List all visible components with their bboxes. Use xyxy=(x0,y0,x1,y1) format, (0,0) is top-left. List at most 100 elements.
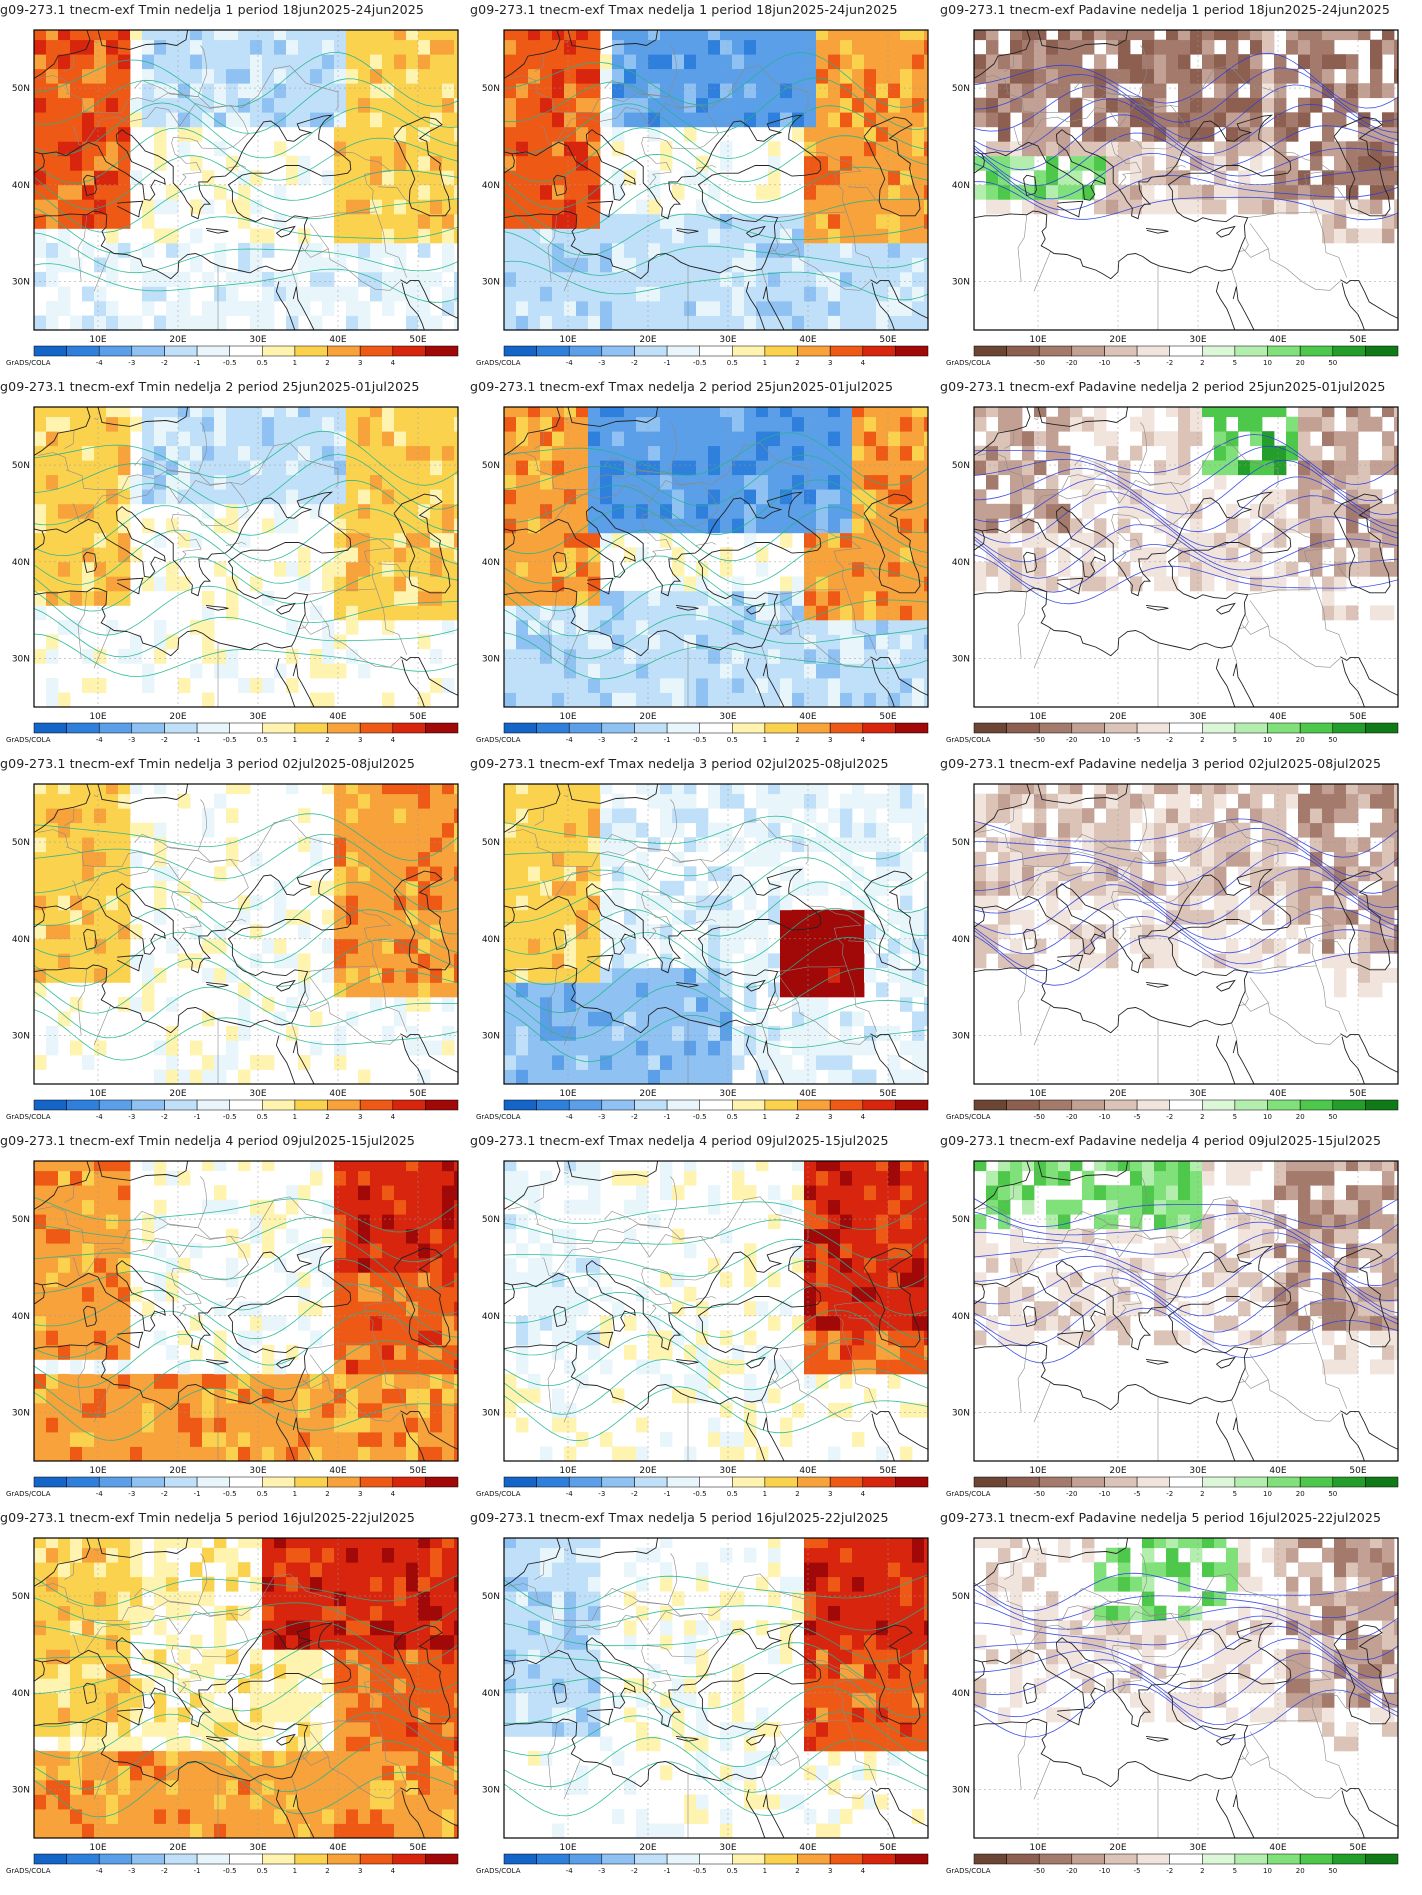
colorbar-swatch xyxy=(66,722,100,734)
x-tick-label: 40E xyxy=(799,1466,816,1476)
country-borders xyxy=(37,41,410,330)
contour-lines xyxy=(34,1197,458,1441)
anomaly-field xyxy=(504,30,928,330)
colorbar-label: -50 xyxy=(1033,1490,1044,1498)
colorbar: -4 -3 -2 -1 -0.5 0.5 1 2 3 4 xyxy=(503,1476,929,1498)
x-tick-label: 40E xyxy=(329,1466,346,1476)
colorbar-label: -50 xyxy=(1033,359,1044,367)
map-figure: 10E 20E 30E 40E 50E 50N 40N 30N -4 -3 -2 -1 -0.5 0.5 1… xyxy=(476,783,929,1121)
colorbar-swatch xyxy=(98,722,133,734)
graticule xyxy=(34,784,458,1084)
colorbar-label: -3 xyxy=(128,736,135,744)
colorbar-swatch xyxy=(503,345,537,357)
coastline xyxy=(504,1538,928,1838)
colorbar-swatch xyxy=(1365,1099,1399,1111)
colorbar: -50 -20 -10 -5 -2 2 5 10 20 50 xyxy=(973,722,1399,744)
colorbar-label: -1 xyxy=(194,359,201,367)
colorbar-label: 1 xyxy=(293,1490,297,1498)
colorbar-label: -0.5 xyxy=(693,1113,707,1121)
y-tick-label: 50N xyxy=(482,838,500,848)
map-frame xyxy=(973,29,1399,331)
y-tick-label: 50N xyxy=(482,461,500,471)
colorbar-swatch xyxy=(601,1853,635,1865)
colorbar-label: -1 xyxy=(194,1113,201,1121)
colorbar: -50 -20 -10 -5 -2 2 5 10 20 50 xyxy=(973,345,1399,367)
colorbar-label: 50 xyxy=(1328,1490,1337,1498)
colorbar-swatch xyxy=(764,1476,798,1488)
colorbar-swatch xyxy=(98,345,133,357)
colorbar-swatch xyxy=(327,1099,361,1111)
colorbar-label: -1 xyxy=(664,1490,671,1498)
map-frame xyxy=(973,783,1399,1085)
graticule xyxy=(34,30,458,330)
colorbar-label: -4 xyxy=(96,1490,104,1498)
colorbar-label: 10 xyxy=(1263,359,1272,367)
colorbar-swatch xyxy=(601,345,635,357)
map-figure: 10E 20E 30E 40E 50E 50N 40N 30N -4 -3 -2 -1 -0.5 0.5 1… xyxy=(6,1160,459,1498)
colorbar-swatch xyxy=(1071,1853,1105,1865)
colorbar-swatch xyxy=(1169,345,1203,357)
grads-credit: GrADS/COLA xyxy=(946,1867,991,1875)
x-tick-label: 30E xyxy=(719,335,736,345)
colorbar-swatch xyxy=(1332,1853,1366,1865)
colorbar-swatch xyxy=(699,345,733,357)
colorbar-swatch xyxy=(1299,1476,1334,1488)
colorbar-label: -1 xyxy=(664,1113,671,1121)
colorbar-label: -0.5 xyxy=(223,359,237,367)
y-tick-label: 30N xyxy=(12,1786,30,1796)
colorbar: -4 -3 -2 -1 -0.5 0.5 1 2 3 4 xyxy=(503,722,929,744)
contour-lines xyxy=(974,818,1398,986)
country-borders xyxy=(507,1549,880,1838)
graticule xyxy=(504,784,928,1084)
y-tick-label: 50N xyxy=(482,1215,500,1225)
colorbar-label: -2 xyxy=(1166,736,1173,744)
colorbar-swatch xyxy=(262,1853,296,1865)
colorbar-swatch xyxy=(294,345,328,357)
coastline xyxy=(974,407,1398,707)
y-tick-label: 40N xyxy=(482,558,500,568)
grads-credit: GrADS/COLA xyxy=(946,1113,991,1121)
colorbar-label: -10 xyxy=(1099,1490,1110,1498)
colorbar-swatch xyxy=(829,722,864,734)
colorbar-swatch xyxy=(1038,1099,1073,1111)
colorbar-swatch xyxy=(164,345,198,357)
y-tick-label: 30N xyxy=(952,1032,970,1042)
colorbar-label: 2 xyxy=(795,1867,799,1875)
colorbar-swatch xyxy=(98,1476,133,1488)
x-tick-label: 50E xyxy=(879,712,896,722)
colorbar-swatch xyxy=(503,1476,537,1488)
colorbar-swatch xyxy=(425,1476,459,1488)
colorbar-swatch xyxy=(196,1476,230,1488)
colorbar-label: 1 xyxy=(763,1490,767,1498)
map-panel: g09-273.1 tnecm-exf Tmax nedelja 5 perio… xyxy=(470,1508,938,1882)
x-tick-label: 40E xyxy=(799,712,816,722)
x-tick-label: 40E xyxy=(1269,1466,1286,1476)
colorbar-swatch xyxy=(764,1853,798,1865)
colorbar-swatch xyxy=(895,722,929,734)
colorbar-swatch xyxy=(797,722,831,734)
colorbar-swatch xyxy=(829,1099,864,1111)
y-tick-label: 50N xyxy=(12,1215,30,1225)
panel-title: g09-273.1 tnecm-exf Tmax nedelja 3 perio… xyxy=(470,756,889,771)
colorbar-swatch xyxy=(862,1853,896,1865)
colorbar-label: -4 xyxy=(96,1867,104,1875)
y-tick-label: 40N xyxy=(12,181,30,191)
colorbar-label: -0.5 xyxy=(223,736,237,744)
colorbar-swatch xyxy=(1006,345,1040,357)
y-tick-label: 30N xyxy=(952,655,970,665)
contour-lines xyxy=(504,432,928,680)
y-tick-label: 40N xyxy=(952,181,970,191)
colorbar-label: -4 xyxy=(566,359,574,367)
colorbar-swatch xyxy=(196,722,230,734)
colorbar-swatch xyxy=(262,345,296,357)
map-frame xyxy=(973,406,1399,708)
x-tick-label: 30E xyxy=(1189,712,1206,722)
colorbar-label: 3 xyxy=(358,736,362,744)
colorbar-label: 3 xyxy=(358,1490,362,1498)
grads-credit: GrADS/COLA xyxy=(6,1490,51,1498)
y-tick-label: 40N xyxy=(12,1312,30,1322)
colorbar-label: 3 xyxy=(358,1113,362,1121)
colorbar-swatch xyxy=(164,722,198,734)
x-tick-label: 40E xyxy=(799,1843,816,1853)
colorbar-swatch xyxy=(1332,722,1366,734)
